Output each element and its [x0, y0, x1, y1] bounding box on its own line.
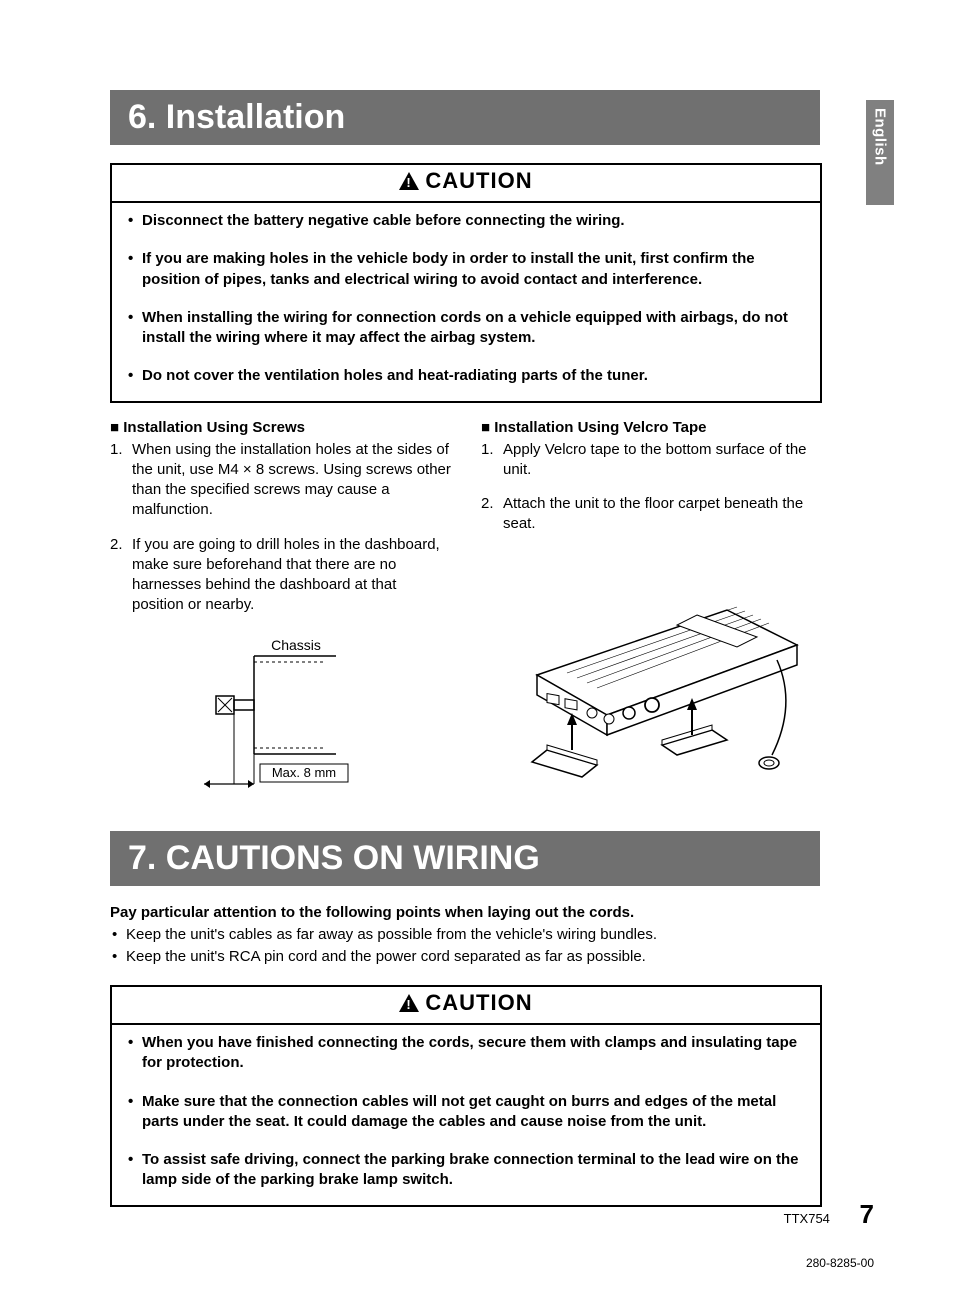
caution-box-2: ! CAUTION When you have finished connect…	[110, 985, 822, 1207]
max-label: Max. 8 mm	[271, 765, 335, 780]
point-item: Keep the unit's cables as far away as po…	[110, 925, 894, 945]
model-number: TTX754	[784, 1211, 830, 1226]
caution-head-1: ! CAUTION	[112, 165, 820, 203]
wiring-points: Keep the unit's cables as far away as po…	[110, 925, 894, 968]
doc-number: 280-8285-00	[806, 1256, 874, 1270]
item-text: If you are going to drill holes in the d…	[132, 535, 451, 616]
caution-item: Make sure that the connection cables wil…	[126, 1092, 806, 1133]
section-6-title: 6. Installation	[110, 90, 820, 145]
caution-item: If you are making holes in the vehicle b…	[126, 249, 806, 290]
chassis-diagram: Chassis	[110, 636, 451, 801]
screws-heading: ■ Installation Using Screws	[110, 419, 451, 436]
section-7-title: 7. CAUTIONS ON WIRING	[110, 831, 820, 886]
heading-text: Installation Using Screws	[123, 419, 305, 436]
item-text: Attach the unit to the floor carpet bene…	[503, 494, 822, 535]
caution-head-2: ! CAUTION	[112, 987, 820, 1025]
velcro-heading: ■ Installation Using Velcro Tape	[481, 419, 822, 436]
left-col: ■ Installation Using Screws 1.When using…	[110, 419, 451, 801]
page-number: 7	[860, 1199, 874, 1229]
caution-label: CAUTION	[425, 990, 532, 1015]
wiring-intro: Pay particular attention to the followin…	[110, 904, 894, 921]
svg-text:!: !	[407, 997, 412, 1012]
caution-label: CAUTION	[425, 168, 532, 193]
warning-icon: !	[399, 992, 419, 1018]
warning-icon: !	[399, 170, 419, 196]
chassis-label: Chassis	[271, 637, 321, 653]
item-text: Apply Velcro tape to the bottom surface …	[503, 440, 822, 481]
caution-item: When installing the wiring for connectio…	[126, 308, 806, 349]
list-item: 2.If you are going to drill holes in the…	[110, 535, 451, 616]
page-footer: TTX754 7	[784, 1199, 874, 1230]
list-item: 2.Attach the unit to the floor carpet be…	[481, 494, 822, 535]
item-text: When using the installation holes at the…	[132, 440, 451, 521]
caution-item: When you have finished connecting the co…	[126, 1033, 806, 1074]
caution-item: Do not cover the ventilation holes and h…	[126, 366, 806, 386]
right-col: ■ Installation Using Velcro Tape 1.Apply…	[481, 419, 822, 801]
caution-body-1: Disconnect the battery negative cable be…	[112, 203, 820, 401]
install-columns: ■ Installation Using Screws 1.When using…	[110, 419, 822, 801]
heading-text: Installation Using Velcro Tape	[494, 419, 706, 436]
language-tab: English	[866, 100, 894, 205]
page: English 6. Installation ! CAUTION Discon…	[0, 0, 954, 1300]
caution-body-2: When you have finished connecting the co…	[112, 1025, 820, 1205]
caution-item: Disconnect the battery negative cable be…	[126, 211, 806, 231]
list-item: 1.When using the installation holes at t…	[110, 440, 451, 521]
caution-item: To assist safe driving, connect the park…	[126, 1150, 806, 1191]
list-item: 1.Apply Velcro tape to the bottom surfac…	[481, 440, 822, 481]
svg-text:!: !	[407, 175, 412, 190]
caution-box-1: ! CAUTION Disconnect the battery negativ…	[110, 163, 822, 403]
velcro-diagram	[481, 555, 822, 790]
point-item: Keep the unit's RCA pin cord and the pow…	[110, 947, 894, 967]
